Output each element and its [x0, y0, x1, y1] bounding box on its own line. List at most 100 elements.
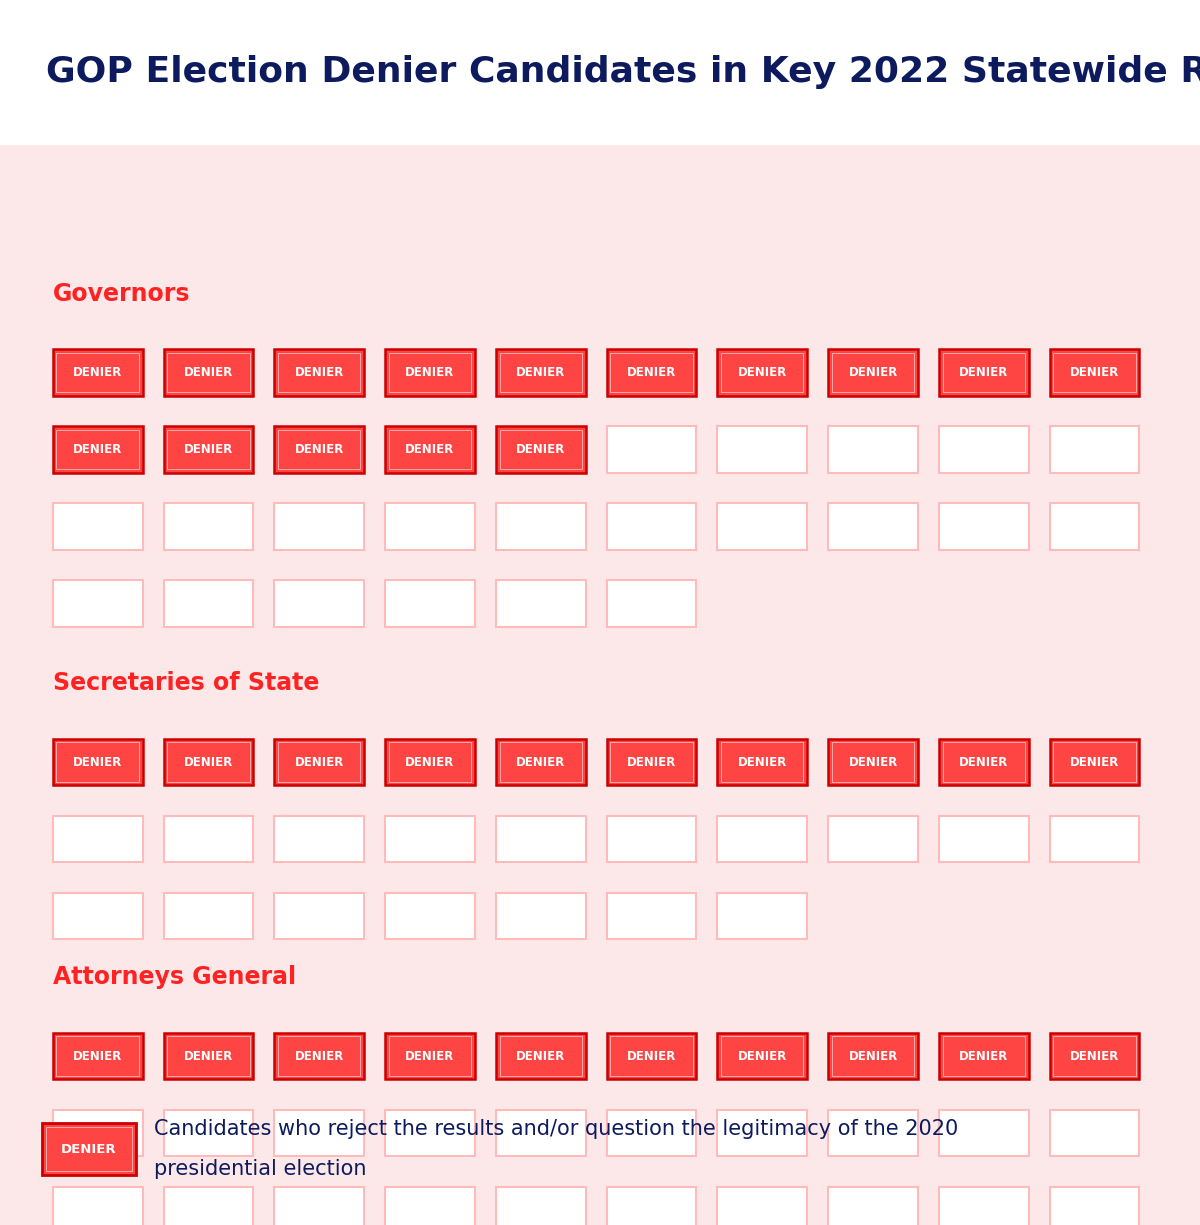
FancyBboxPatch shape: [607, 893, 696, 940]
FancyBboxPatch shape: [163, 739, 253, 785]
FancyBboxPatch shape: [938, 1187, 1028, 1225]
FancyBboxPatch shape: [53, 503, 143, 550]
FancyBboxPatch shape: [53, 581, 143, 627]
Text: DENIER: DENIER: [738, 366, 787, 379]
FancyBboxPatch shape: [163, 1033, 253, 1079]
FancyBboxPatch shape: [607, 426, 696, 473]
Text: DENIER: DENIER: [406, 756, 455, 768]
Text: DENIER: DENIER: [516, 443, 565, 456]
FancyBboxPatch shape: [607, 581, 696, 627]
Text: DENIER: DENIER: [516, 1050, 565, 1062]
FancyBboxPatch shape: [275, 739, 364, 785]
Text: Candidates who reject the results and/or question the legitimacy of the 2020: Candidates who reject the results and/or…: [154, 1120, 958, 1139]
FancyBboxPatch shape: [718, 1187, 808, 1225]
FancyBboxPatch shape: [275, 816, 364, 862]
Text: DENIER: DENIER: [73, 756, 122, 768]
FancyBboxPatch shape: [607, 1110, 696, 1156]
Text: DENIER: DENIER: [516, 756, 565, 768]
FancyBboxPatch shape: [828, 739, 918, 785]
FancyBboxPatch shape: [718, 816, 808, 862]
FancyBboxPatch shape: [828, 1110, 918, 1156]
Text: DENIER: DENIER: [738, 756, 787, 768]
FancyBboxPatch shape: [275, 426, 364, 473]
Text: DENIER: DENIER: [626, 1050, 676, 1062]
FancyBboxPatch shape: [385, 816, 475, 862]
FancyBboxPatch shape: [275, 581, 364, 627]
FancyBboxPatch shape: [385, 349, 475, 396]
FancyBboxPatch shape: [163, 349, 253, 396]
FancyBboxPatch shape: [496, 1110, 586, 1156]
FancyBboxPatch shape: [496, 503, 586, 550]
Text: DENIER: DENIER: [184, 443, 233, 456]
FancyBboxPatch shape: [607, 816, 696, 862]
FancyBboxPatch shape: [1050, 739, 1140, 785]
Text: DENIER: DENIER: [406, 443, 455, 456]
Bar: [0, 0, 1200, 145]
FancyBboxPatch shape: [1050, 1110, 1140, 1156]
Text: DENIER: DENIER: [848, 1050, 898, 1062]
FancyBboxPatch shape: [938, 739, 1028, 785]
FancyBboxPatch shape: [53, 426, 143, 473]
FancyBboxPatch shape: [275, 349, 364, 396]
FancyBboxPatch shape: [828, 503, 918, 550]
Text: DENIER: DENIER: [73, 1050, 122, 1062]
Text: DENIER: DENIER: [738, 1050, 787, 1062]
Text: DENIER: DENIER: [294, 366, 344, 379]
FancyBboxPatch shape: [938, 349, 1028, 396]
FancyBboxPatch shape: [496, 426, 586, 473]
FancyBboxPatch shape: [718, 503, 808, 550]
Text: DENIER: DENIER: [294, 1050, 344, 1062]
Text: DENIER: DENIER: [959, 366, 1008, 379]
FancyBboxPatch shape: [1050, 1187, 1140, 1225]
FancyBboxPatch shape: [938, 503, 1028, 550]
FancyBboxPatch shape: [385, 1110, 475, 1156]
FancyBboxPatch shape: [828, 426, 918, 473]
Text: DENIER: DENIER: [73, 366, 122, 379]
FancyBboxPatch shape: [718, 349, 808, 396]
FancyBboxPatch shape: [1050, 426, 1140, 473]
FancyBboxPatch shape: [275, 1033, 364, 1079]
Text: DENIER: DENIER: [959, 756, 1008, 768]
FancyBboxPatch shape: [385, 739, 475, 785]
Text: DENIER: DENIER: [184, 366, 233, 379]
Text: Secretaries of State: Secretaries of State: [53, 671, 319, 696]
Text: GOP Election Denier Candidates in Key 2022 Statewide Races: GOP Election Denier Candidates in Key 20…: [46, 55, 1200, 89]
FancyBboxPatch shape: [718, 426, 808, 473]
Text: DENIER: DENIER: [73, 443, 122, 456]
FancyBboxPatch shape: [496, 581, 586, 627]
FancyBboxPatch shape: [53, 739, 143, 785]
FancyBboxPatch shape: [385, 426, 475, 473]
FancyBboxPatch shape: [163, 1110, 253, 1156]
FancyBboxPatch shape: [938, 426, 1028, 473]
FancyBboxPatch shape: [496, 349, 586, 396]
FancyBboxPatch shape: [718, 1110, 808, 1156]
FancyBboxPatch shape: [53, 893, 143, 940]
Text: Governors: Governors: [53, 282, 191, 306]
Text: presidential election: presidential election: [154, 1159, 366, 1178]
FancyBboxPatch shape: [163, 893, 253, 940]
FancyBboxPatch shape: [163, 503, 253, 550]
FancyBboxPatch shape: [828, 349, 918, 396]
FancyBboxPatch shape: [607, 739, 696, 785]
FancyBboxPatch shape: [607, 349, 696, 396]
Text: DENIER: DENIER: [1070, 756, 1120, 768]
FancyBboxPatch shape: [718, 893, 808, 940]
FancyBboxPatch shape: [163, 581, 253, 627]
FancyBboxPatch shape: [496, 1187, 586, 1225]
Text: DENIER: DENIER: [294, 756, 344, 768]
FancyBboxPatch shape: [163, 426, 253, 473]
Text: DENIER: DENIER: [626, 366, 676, 379]
FancyBboxPatch shape: [275, 1187, 364, 1225]
FancyBboxPatch shape: [275, 1110, 364, 1156]
FancyBboxPatch shape: [828, 1033, 918, 1079]
FancyBboxPatch shape: [53, 349, 143, 396]
Text: DENIER: DENIER: [959, 1050, 1008, 1062]
FancyBboxPatch shape: [828, 816, 918, 862]
FancyBboxPatch shape: [496, 739, 586, 785]
FancyBboxPatch shape: [1050, 816, 1140, 862]
FancyBboxPatch shape: [385, 1187, 475, 1225]
Text: DENIER: DENIER: [1070, 1050, 1120, 1062]
Text: Attorneys General: Attorneys General: [53, 965, 296, 990]
FancyBboxPatch shape: [385, 581, 475, 627]
Text: DENIER: DENIER: [294, 443, 344, 456]
